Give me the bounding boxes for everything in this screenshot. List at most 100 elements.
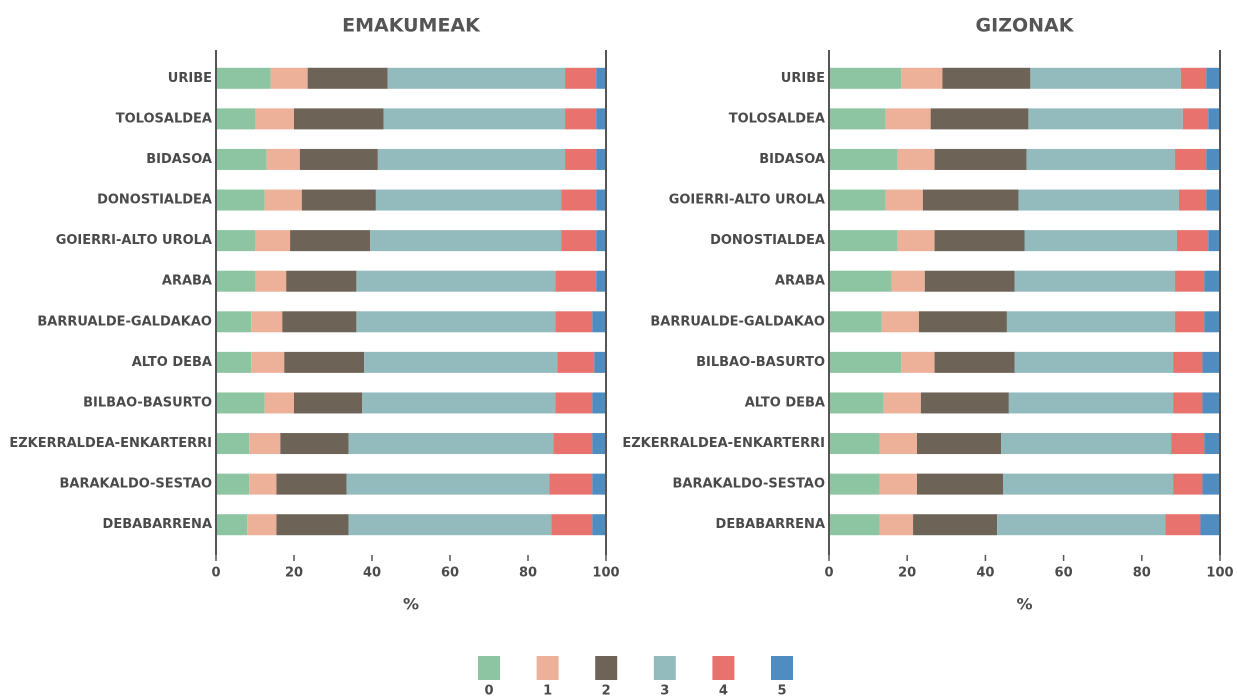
y-tick-label: BILBAO-BASURTO: [83, 395, 212, 410]
bar-segment: [913, 514, 998, 536]
bar-segment: [1202, 473, 1220, 495]
bar-segment: [829, 473, 880, 495]
bar-segment: [216, 392, 265, 414]
bar-segment: [942, 67, 1031, 89]
bar-segment: [829, 392, 884, 414]
y-tick-label: BARAKALDO-SESTAO: [59, 477, 212, 492]
legend-swatch: [653, 656, 676, 680]
bar-segment: [829, 189, 886, 211]
bar-segment: [549, 473, 593, 495]
bar-segment: [1018, 189, 1179, 211]
bar-segment: [387, 67, 566, 89]
bar-segment: [270, 67, 308, 89]
bar-segment: [1173, 473, 1203, 495]
bar-segment: [251, 351, 285, 373]
bar-segment: [1176, 230, 1209, 252]
bar-segment: [249, 433, 281, 455]
bar-segment: [1178, 189, 1207, 211]
bar-segment: [299, 148, 378, 170]
bar-segment: [1024, 230, 1177, 252]
y-tick-label: BIDASOA: [146, 152, 212, 167]
bar-segment: [592, 433, 606, 455]
bar-segment: [383, 108, 566, 130]
bar-segment: [934, 148, 1027, 170]
bar-segment: [1175, 270, 1205, 292]
legend-label: 3: [660, 684, 669, 698]
legend-label: 1: [543, 684, 552, 698]
bar-segment: [216, 230, 255, 252]
x-tick-label: 40: [976, 566, 994, 581]
bar-segment: [555, 311, 593, 333]
legend-label: 5: [777, 684, 786, 698]
legend-swatch: [478, 656, 500, 680]
bar-segment: [596, 148, 606, 170]
bar-segment: [553, 433, 593, 455]
x-axis-label: %: [403, 595, 419, 614]
x-tick-label: 0: [824, 566, 833, 581]
bar-segment: [362, 392, 556, 414]
bar-segment: [596, 230, 606, 252]
bar-segment: [885, 189, 923, 211]
x-tick-label: 60: [1055, 566, 1073, 581]
x-tick-label: 100: [592, 566, 619, 581]
y-tick-label: BIDASOA: [759, 152, 825, 167]
y-tick-label: URIBE: [168, 71, 212, 86]
bar-segment: [364, 351, 558, 373]
bar-segment: [1206, 189, 1220, 211]
bar-segment: [901, 351, 935, 373]
bar-segment: [249, 473, 277, 495]
bar-segment: [879, 473, 917, 495]
y-tick-label: ALTO DEBA: [132, 355, 212, 370]
bar-segment: [565, 148, 597, 170]
bar-segment: [1001, 433, 1172, 455]
y-tick-label: DEBABARRENA: [716, 517, 825, 532]
bar-segment: [255, 108, 294, 130]
legend-label: 0: [484, 684, 493, 698]
bar-segment: [348, 433, 554, 455]
bar-segment: [294, 108, 384, 130]
y-tick-label: BARRUALDE-GALDAKAO: [650, 314, 825, 329]
legend-swatch: [771, 656, 793, 680]
bar-segment: [346, 473, 550, 495]
legend-swatch: [712, 656, 735, 680]
bar-segment: [216, 189, 265, 211]
y-tick-label: EZKERRALDEA-ENKARTERRI: [622, 436, 825, 451]
bar-segment: [1028, 108, 1183, 130]
bar-segment: [290, 230, 371, 252]
bar-segment: [276, 514, 349, 536]
bar-segment: [891, 270, 925, 292]
bar-segment: [264, 189, 302, 211]
x-tick-label: 20: [285, 566, 303, 581]
bar-segment: [596, 270, 606, 292]
y-tick-label: TOLOSALDEA: [116, 111, 212, 126]
bar-segment: [1204, 311, 1220, 333]
bar-segment: [1014, 270, 1176, 292]
bar-segment: [216, 514, 248, 536]
bar-segment: [1182, 108, 1209, 130]
bar-segment: [1006, 311, 1176, 333]
bar-segment: [307, 67, 388, 89]
bar-segment: [377, 148, 566, 170]
x-tick-label: 40: [363, 566, 381, 581]
bar-segment: [897, 230, 935, 252]
bar-segment: [829, 270, 892, 292]
bar-segment: [565, 108, 597, 130]
x-tick-label: 80: [519, 566, 537, 581]
bar-segment: [916, 433, 1002, 455]
bar-segment: [1002, 473, 1174, 495]
bar-segment: [934, 351, 1015, 373]
bar-segment: [216, 351, 252, 373]
bar-segment: [255, 270, 287, 292]
bar-segment: [561, 230, 597, 252]
bar-segment: [1165, 514, 1201, 536]
bar-segment: [881, 311, 919, 333]
x-tick-label: 60: [441, 566, 459, 581]
bar-segment: [375, 189, 562, 211]
bar-segment: [829, 311, 882, 333]
legend-label: 2: [602, 684, 611, 698]
bar-segment: [829, 108, 886, 130]
bar-segment: [1202, 392, 1220, 414]
x-tick-label: 100: [1206, 566, 1233, 581]
y-tick-label: ALTO DEBA: [745, 395, 825, 410]
bar-segment: [276, 473, 347, 495]
